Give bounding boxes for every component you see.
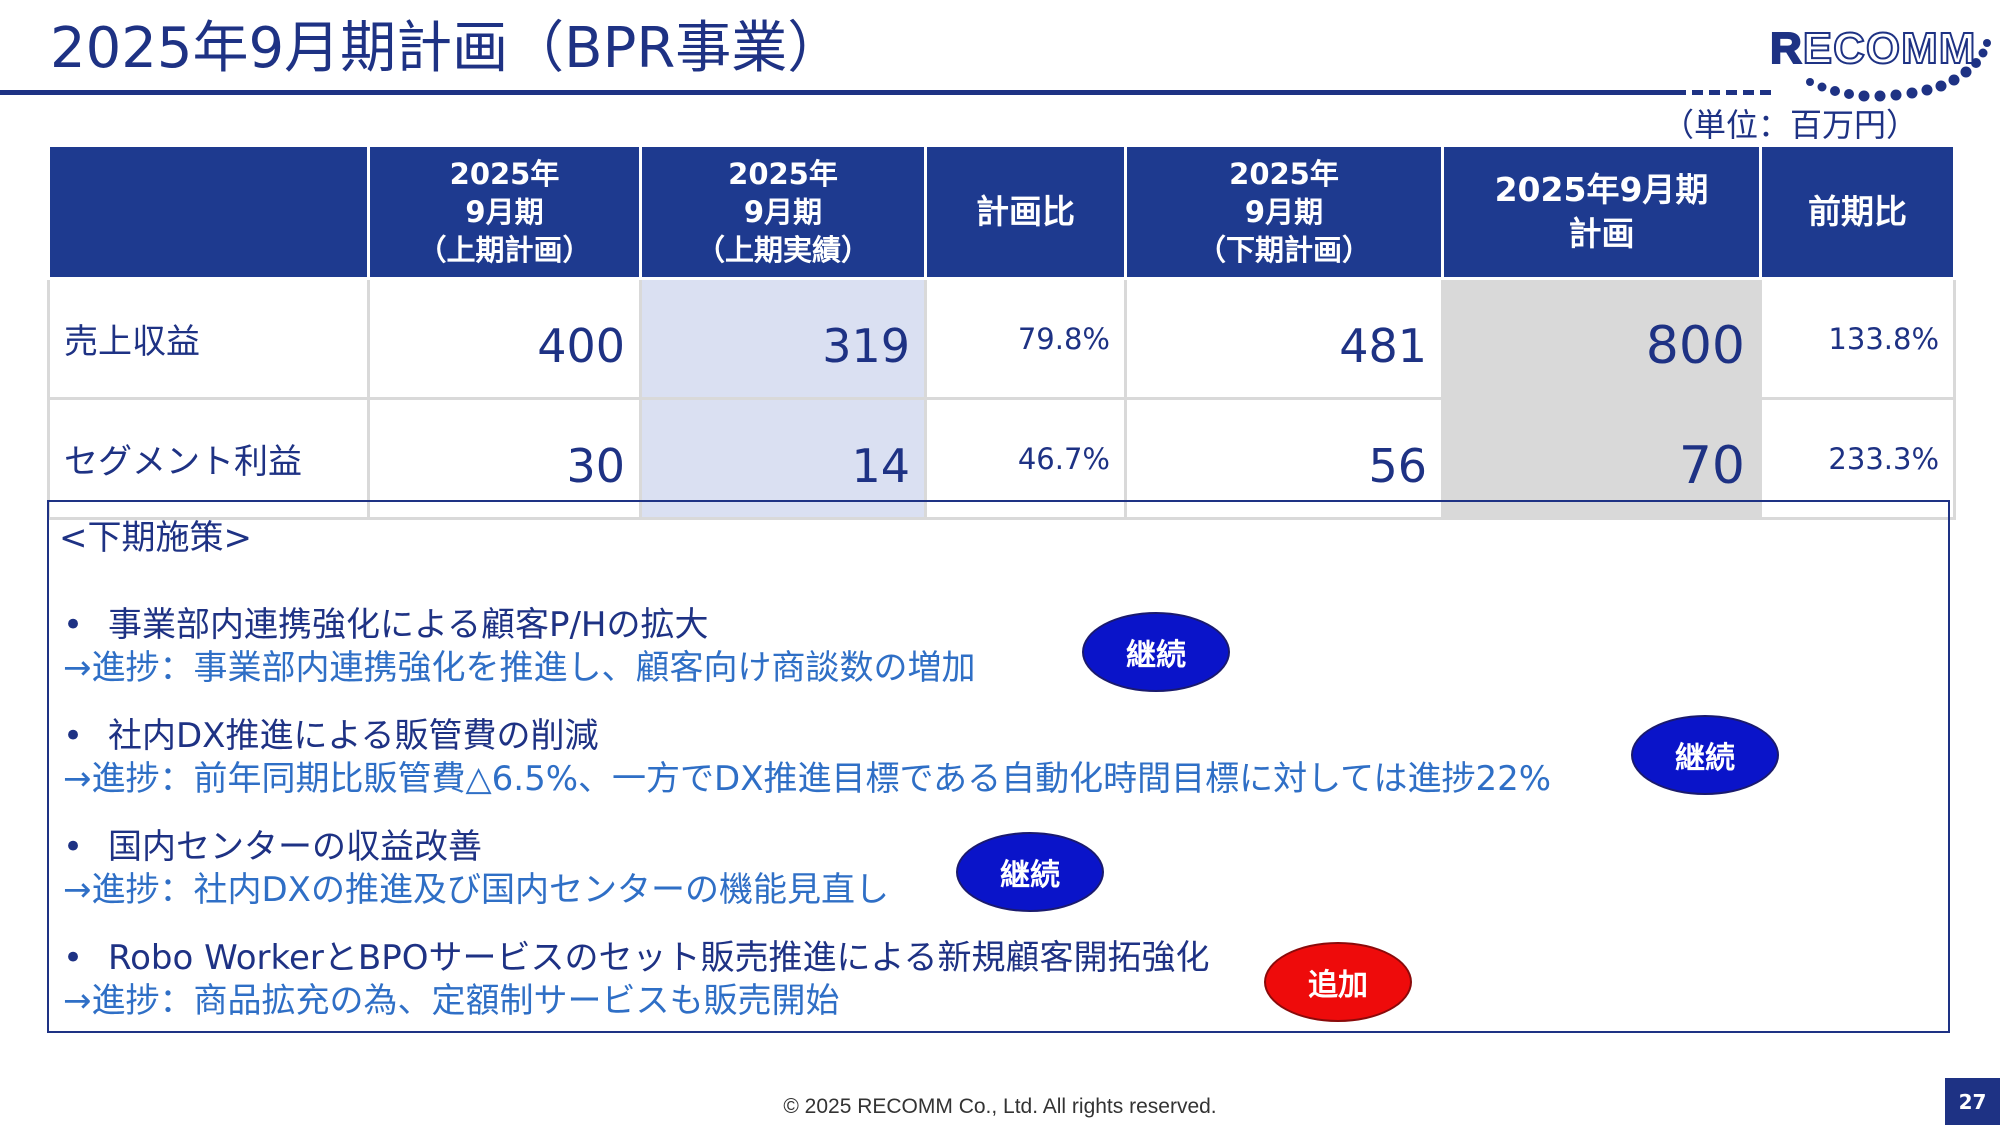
header-fy-plan: 2025年9月期 計画 [1441, 144, 1762, 280]
plan-table: 2025年 9月期 （上期計画） 2025年 9月期 （上期実績） 計画比 20… [47, 144, 1956, 520]
measure-progress: →進捗：商品拡充の為、定額制サービスも販売開始 [63, 981, 840, 1021]
measure-progress: →進捗：社内DXの推進及び国内センターの機能見直し [63, 870, 889, 910]
header-yoy: 前期比 [1759, 144, 1956, 280]
header-h1-actual: 2025年 9月期 （上期実績） [639, 144, 927, 280]
measure-title: 社内DX推進による販管費の削減 [108, 716, 599, 756]
title-underline [0, 90, 1675, 95]
cell-yoy: 133.8% [1759, 277, 1956, 400]
measure-item: • 国内センターの収益改善 →進捗：社内DXの推進及び国内センターの機能見直し [63, 826, 889, 912]
logo-dots-arc [1806, 39, 1991, 102]
measure-item: • 社内DX推進による販管費の削減 →進捗：前年同期比販管費△6.5%、一方でDX… [63, 715, 1551, 801]
cell-plan-ratio: 46.7% [924, 397, 1127, 520]
header-h2-plan-label: 2025年 9月期 （下期計画） [1196, 157, 1371, 267]
cell-h1-plan: 30 [367, 397, 642, 520]
measure-progress: →進捗：事業部内連携強化を推進し、顧客向け商談数の増加 [63, 648, 976, 688]
cell-fy-plan: 800 [1441, 277, 1762, 400]
page-title: 2025年9月期計画（BPR事業） [50, 16, 844, 81]
table-header-row: 2025年 9月期 （上期計画） 2025年 9月期 （上期実績） 計画比 20… [47, 144, 1956, 280]
cell-h2-plan: 56 [1124, 397, 1444, 520]
cell-plan-ratio: 79.8% [924, 277, 1127, 400]
status-badge-add: 追加 [1264, 942, 1412, 1022]
measure-title: 事業部内連携強化による顧客P/Hの拡大 [108, 605, 709, 645]
header-h2-plan: 2025年 9月期 （下期計画） [1124, 144, 1444, 280]
cell-fy-plan: 70 [1441, 397, 1762, 520]
cell-h2-plan: 481 [1124, 277, 1444, 400]
bullet-icon: • [63, 827, 84, 867]
bullet-icon: • [63, 938, 84, 978]
measure-item: • Robo WorkerとBPOサービスのセット販売推進による新規顧客開拓強化 … [63, 937, 1209, 1023]
measure-title: Robo WorkerとBPOサービスのセット販売推進による新規顧客開拓強化 [108, 938, 1210, 978]
table-row: セグメント利益 30 14 46.7% 56 70 233.3% [47, 397, 1956, 520]
header-h1-plan: 2025年 9月期 （上期計画） [367, 144, 642, 280]
header-fy-plan-label: 2025年9月期 計画 [1494, 170, 1709, 253]
row-label-segment-profit: セグメント利益 [47, 397, 370, 520]
measures-heading: <下期施策> [59, 518, 252, 558]
measure-title: 国内センターの収益改善 [108, 827, 482, 867]
unit-label: （単位：百万円） [1661, 106, 1918, 144]
bullet-icon: • [63, 716, 84, 756]
table-row: 売上収益 400 319 79.8% 481 800 133.8% [47, 277, 1956, 400]
header-h1-actual-label: 2025年 9月期 （上期実績） [695, 157, 870, 267]
status-badge-continue: 継続 [956, 832, 1104, 912]
measure-progress: →進捗：前年同期比販管費△6.5%、一方でDX推進目標である自動化時間目標に対し… [63, 759, 1552, 799]
logo-wordmark: RECOMM [1769, 23, 1977, 74]
measure-item: • 事業部内連携強化による顧客P/Hの拡大 →進捗：事業部内連携強化を推進し、顧客… [63, 604, 976, 690]
cell-h1-actual: 14 [639, 397, 927, 520]
status-badge-continue: 継続 [1082, 612, 1230, 692]
page-number: 27 [1945, 1078, 2000, 1125]
cell-h1-plan: 400 [367, 277, 642, 400]
title-underline-dashes [1675, 90, 1775, 95]
recomm-logo: RECOMM [1769, 20, 1995, 105]
cell-h1-actual: 319 [639, 277, 927, 400]
row-label-revenue: 売上収益 [47, 277, 370, 400]
bullet-icon: • [63, 605, 84, 645]
cell-yoy: 233.3% [1759, 397, 1956, 520]
header-empty [47, 144, 370, 280]
header-plan-ratio: 計画比 [924, 144, 1127, 280]
h2-measures-box: <下期施策> • 事業部内連携強化による顧客P/Hの拡大 →進捗：事業部内連携強化… [47, 500, 1950, 1033]
status-badge-continue: 継続 [1631, 715, 1779, 795]
copyright-footer: © 2025 RECOMM Co., Ltd. All rights reser… [783, 1095, 1217, 1118]
header-h1-plan-label: 2025年 9月期 （上期計画） [417, 157, 592, 267]
